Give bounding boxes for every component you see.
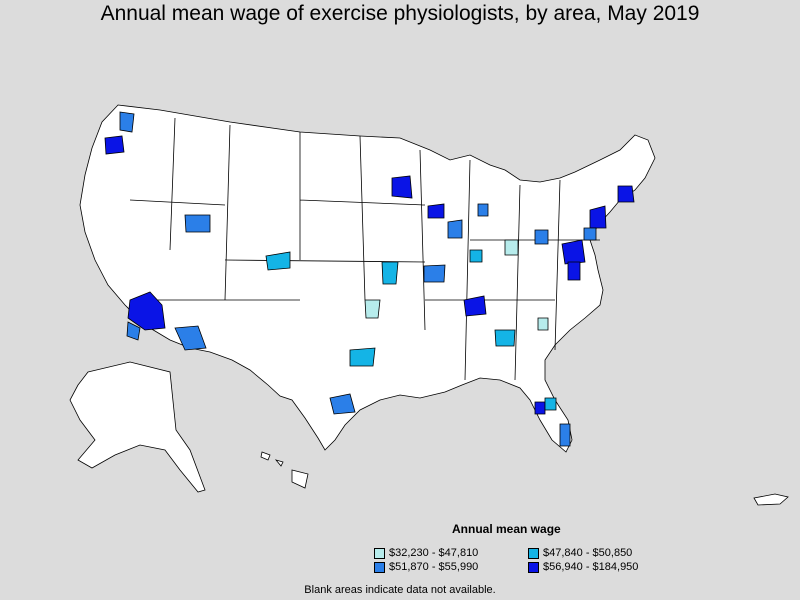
- area-pittsburgh: [534, 229, 549, 245]
- legend-item-1: $32,230 - $47,810: [374, 547, 478, 559]
- legend-title: Annual mean wage: [452, 522, 561, 536]
- area-michigan: [477, 203, 489, 217]
- area-virginia: [567, 261, 581, 281]
- area-dallas: [349, 347, 376, 367]
- area-tampa: [534, 401, 546, 415]
- legend-item-4: $56,940 - $184,950: [528, 561, 638, 573]
- legend-label-4: $56,940 - $184,950: [543, 561, 639, 573]
- area-minneapolis: [391, 175, 413, 199]
- area-boston: [617, 185, 635, 203]
- area-denver: [265, 251, 291, 271]
- legend-label-1: $32,230 - $47,810: [389, 547, 479, 559]
- legend-swatch-2: [528, 547, 539, 559]
- area-austin: [329, 393, 356, 415]
- puerto-rico: [753, 493, 789, 506]
- area-kansas-city: [423, 264, 446, 283]
- legend-item-2: $47,840 - $50,850: [528, 547, 632, 559]
- area-tucson: [174, 325, 207, 351]
- legend-label-3: $51,870 - $55,990: [389, 561, 479, 573]
- map-title: Annual mean wage of exercise physiologis…: [100, 2, 700, 25]
- legend-swatch-1: [374, 547, 385, 559]
- area-tennessee: [463, 295, 487, 317]
- area-seattle: [119, 111, 135, 133]
- area-wisconsin: [427, 203, 445, 219]
- legend-swatch-4: [528, 561, 539, 573]
- area-oklahoma: [364, 299, 381, 319]
- legend-swatch-3: [374, 561, 385, 573]
- legend-label-2: $47,840 - $50,850: [543, 547, 633, 559]
- area-new-york: [589, 205, 607, 229]
- area-dc-baltimore: [561, 239, 586, 265]
- area-portland: [104, 135, 125, 155]
- area-socal: [126, 321, 141, 341]
- area-kansas: [381, 261, 399, 285]
- area-utah: [184, 214, 211, 233]
- area-atlanta: [494, 329, 516, 347]
- area-carolina: [537, 317, 549, 331]
- area-miami: [559, 423, 571, 447]
- legend-item-3: $51,870 - $55,990: [374, 561, 478, 573]
- area-chicago: [447, 219, 463, 239]
- area-ohio: [504, 239, 519, 256]
- footnote: Blank areas indicate data not available.: [304, 584, 496, 596]
- area-new-jersey: [583, 227, 597, 241]
- area-indiana: [469, 249, 483, 263]
- area-orlando: [544, 397, 557, 411]
- hawaii-islands: [260, 451, 309, 489]
- alaska-outline: [69, 361, 206, 493]
- area-arizona-phoenix: [127, 291, 166, 331]
